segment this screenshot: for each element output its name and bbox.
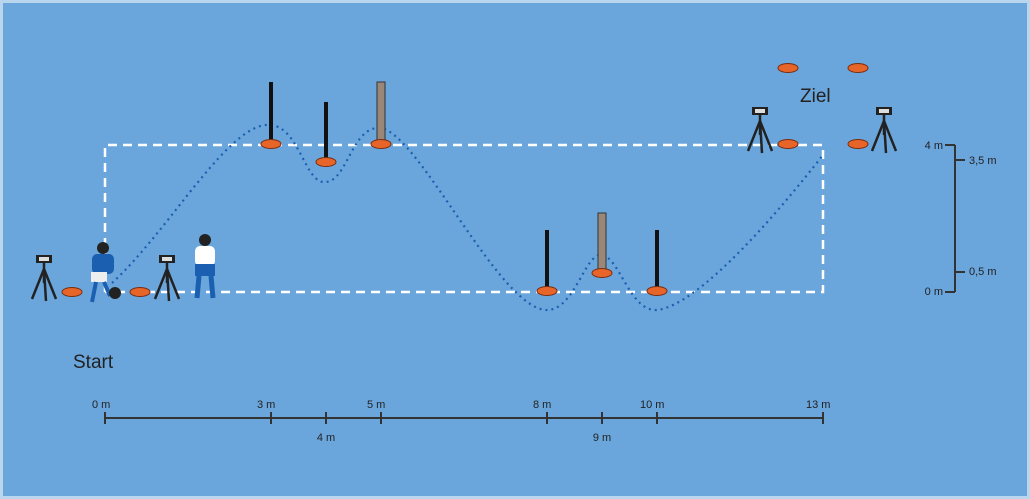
scale-label: 4 m <box>317 432 335 444</box>
scale-label: 5 m <box>367 399 385 411</box>
scale-label: 13 m <box>806 399 830 411</box>
scale-label: 0 m <box>92 399 110 411</box>
player-standing <box>194 234 216 299</box>
scale-label: 4 m <box>925 140 943 152</box>
scale-label: 0,5 m <box>969 266 997 278</box>
player-dribbling <box>90 242 121 303</box>
scale-label: 8 m <box>533 399 551 411</box>
scale-label: 0 m <box>925 286 943 298</box>
scale-label: 9 m <box>593 432 611 444</box>
vertical-scale <box>945 144 965 293</box>
goal-label: Ziel <box>800 86 831 107</box>
scale-label: 10 m <box>640 399 664 411</box>
scale-label: 3 m <box>257 399 275 411</box>
start-label: Start <box>73 352 114 373</box>
horizontal-scale <box>104 412 824 424</box>
course-outline <box>103 143 825 294</box>
scale-label: 3,5 m <box>969 155 997 167</box>
